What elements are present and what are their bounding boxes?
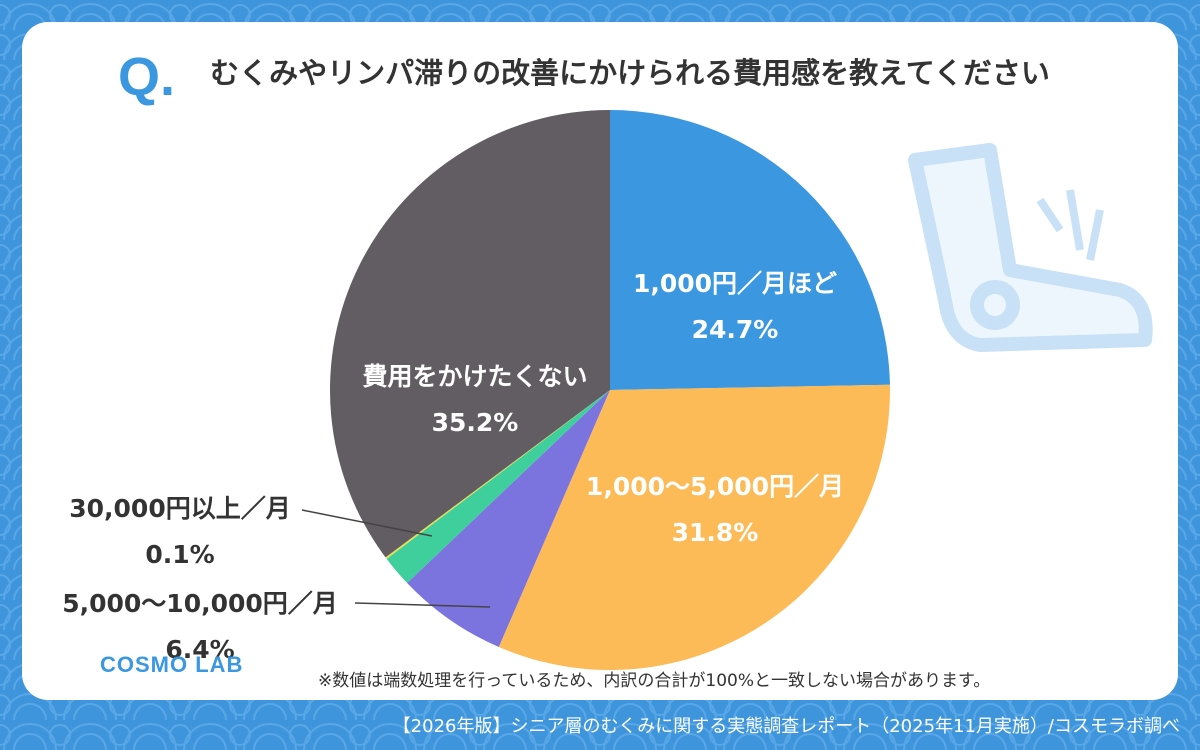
value-label: 24.7% <box>692 315 779 344</box>
slice-label: 費用をかけたくない <box>361 362 587 391</box>
leader-line <box>301 509 433 537</box>
leader-line <box>354 602 491 608</box>
slice-label: 5,000〜10,000円／月 <box>62 589 338 618</box>
footnote: ※数値は端数処理を行っているため、内訳の合計が100%と一致しない場合があります… <box>318 671 991 691</box>
foot-icon <box>908 143 1153 352</box>
pie-slice <box>385 390 610 559</box>
value-label: 6.4% <box>165 635 234 664</box>
value-label: 0.1% <box>145 540 214 569</box>
slice-label: 1,000〜5,000円／月 <box>586 472 844 501</box>
slice-label: 1,000円／月ほど <box>633 269 837 298</box>
chart-title: むくみやリンパ滞りの改善にかけられる費用感を教えてください <box>210 56 1050 90</box>
pie-slice <box>330 110 610 558</box>
pie-slice <box>610 110 890 390</box>
slice-label: 30,000円以上／月 <box>69 494 290 523</box>
question-badge: Q. <box>118 47 176 107</box>
pie-slice <box>407 390 610 647</box>
pie-slice <box>386 390 610 583</box>
source: 【2026年版】シニア層のむくみに関する実態調査レポート（2025年11月実施）… <box>392 716 1180 737</box>
value-label: 35.2% <box>432 408 519 437</box>
value-label: 31.8% <box>672 518 759 547</box>
pie-slice <box>498 384 890 671</box>
logo: COSMO LAB <box>100 652 244 677</box>
